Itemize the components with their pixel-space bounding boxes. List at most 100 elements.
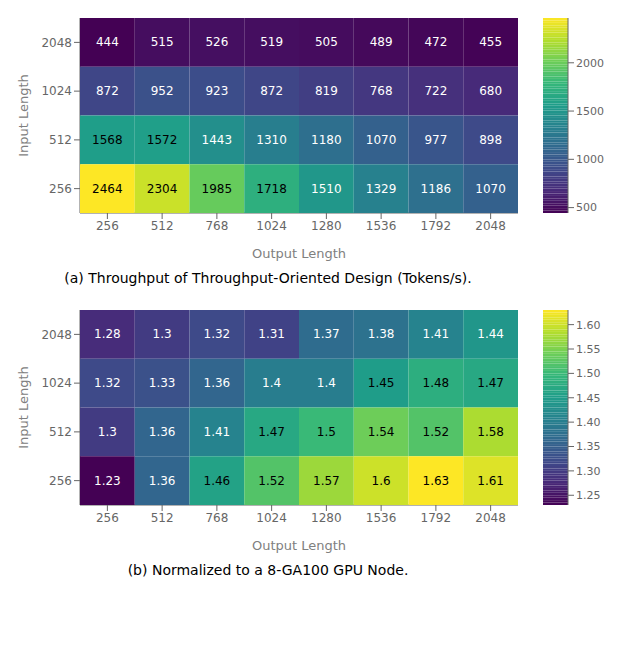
svg-text:1.3: 1.3: [98, 425, 117, 439]
svg-text:1.25: 1.25: [576, 489, 601, 502]
svg-text:819: 819: [315, 84, 338, 98]
svg-text:1.60: 1.60: [576, 319, 601, 332]
svg-text:1500: 1500: [576, 105, 604, 118]
svg-text:1985: 1985: [202, 182, 233, 196]
svg-text:1.28: 1.28: [94, 327, 121, 341]
svg-text:1.57: 1.57: [313, 474, 340, 488]
svg-text:1.35: 1.35: [576, 440, 601, 453]
svg-text:1070: 1070: [366, 133, 397, 147]
svg-text:512: 512: [151, 219, 174, 233]
svg-text:1536: 1536: [366, 511, 397, 525]
svg-text:1510: 1510: [311, 182, 342, 196]
svg-text:2048: 2048: [41, 328, 72, 342]
svg-text:722: 722: [424, 84, 447, 98]
svg-text:256: 256: [49, 182, 72, 196]
svg-text:1.38: 1.38: [368, 327, 395, 341]
svg-text:2304: 2304: [147, 182, 178, 196]
svg-text:455: 455: [479, 35, 502, 49]
svg-text:2048: 2048: [475, 219, 506, 233]
svg-text:1568: 1568: [92, 133, 123, 147]
svg-text:1.32: 1.32: [94, 376, 121, 390]
svg-text:1.54: 1.54: [368, 425, 395, 439]
svg-text:1.44: 1.44: [477, 327, 504, 341]
svg-text:1024: 1024: [256, 511, 287, 525]
svg-text:1.37: 1.37: [313, 327, 340, 341]
svg-text:1572: 1572: [147, 133, 178, 147]
svg-text:1.36: 1.36: [149, 425, 176, 439]
svg-text:1.48: 1.48: [423, 376, 450, 390]
svg-text:472: 472: [424, 35, 447, 49]
svg-text:1.32: 1.32: [204, 327, 231, 341]
svg-text:2464: 2464: [92, 182, 123, 196]
svg-text:1.45: 1.45: [368, 376, 395, 390]
svg-text:1.41: 1.41: [423, 327, 450, 341]
svg-text:898: 898: [479, 133, 502, 147]
svg-text:1.33: 1.33: [149, 376, 176, 390]
svg-text:1.23: 1.23: [94, 474, 121, 488]
svg-text:1.50: 1.50: [576, 367, 601, 380]
svg-text:952: 952: [151, 84, 174, 98]
svg-text:2048: 2048: [475, 511, 506, 525]
svg-text:1024: 1024: [256, 219, 287, 233]
svg-text:515: 515: [151, 35, 174, 49]
svg-text:923: 923: [205, 84, 228, 98]
svg-text:512: 512: [151, 511, 174, 525]
svg-text:1000: 1000: [576, 153, 604, 166]
svg-text:1.3: 1.3: [153, 327, 172, 341]
svg-text:1070: 1070: [475, 182, 506, 196]
svg-text:1.47: 1.47: [477, 376, 504, 390]
svg-text:444: 444: [96, 35, 119, 49]
svg-text:1.58: 1.58: [477, 425, 504, 439]
svg-text:1.40: 1.40: [576, 416, 601, 429]
svg-text:1180: 1180: [311, 133, 342, 147]
svg-text:1792: 1792: [421, 219, 452, 233]
svg-text:1792: 1792: [421, 511, 452, 525]
svg-text:256: 256: [49, 474, 72, 488]
svg-text:768: 768: [370, 84, 393, 98]
svg-text:1024: 1024: [41, 376, 72, 390]
svg-text:1.5: 1.5: [317, 425, 336, 439]
svg-text:1.55: 1.55: [576, 343, 601, 356]
svg-text:512: 512: [49, 425, 72, 439]
svg-text:256: 256: [96, 511, 119, 525]
svg-text:1.4: 1.4: [317, 376, 336, 390]
svg-text:1.36: 1.36: [149, 474, 176, 488]
svg-text:872: 872: [260, 84, 283, 98]
svg-text:1186: 1186: [421, 182, 452, 196]
svg-text:1024: 1024: [41, 84, 72, 98]
svg-text:1718: 1718: [256, 182, 287, 196]
svg-text:Input Length: Input Length: [16, 74, 31, 157]
svg-text:2048: 2048: [41, 36, 72, 50]
svg-text:Output Length: Output Length: [252, 538, 346, 553]
svg-text:1.61: 1.61: [477, 474, 504, 488]
svg-text:1.36: 1.36: [204, 376, 231, 390]
svg-text:526: 526: [205, 35, 228, 49]
svg-text:Input Length: Input Length: [16, 366, 31, 449]
svg-text:768: 768: [205, 511, 228, 525]
svg-text:680: 680: [479, 84, 502, 98]
svg-text:500: 500: [576, 201, 597, 214]
svg-text:1.6: 1.6: [372, 474, 391, 488]
svg-text:489: 489: [370, 35, 393, 49]
svg-text:872: 872: [96, 84, 119, 98]
svg-text:1.46: 1.46: [204, 474, 231, 488]
svg-text:1.30: 1.30: [576, 465, 601, 478]
svg-text:519: 519: [260, 35, 283, 49]
svg-text:1310: 1310: [256, 133, 287, 147]
svg-text:1.31: 1.31: [258, 327, 285, 341]
svg-text:1280: 1280: [311, 219, 342, 233]
svg-text:1.63: 1.63: [423, 474, 450, 488]
svg-text:1.52: 1.52: [423, 425, 450, 439]
svg-text:505: 505: [315, 35, 338, 49]
svg-text:977: 977: [424, 133, 447, 147]
svg-text:2000: 2000: [576, 57, 604, 70]
svg-text:1329: 1329: [366, 182, 397, 196]
svg-text:256: 256: [96, 219, 119, 233]
svg-text:1.41: 1.41: [204, 425, 231, 439]
svg-text:768: 768: [205, 219, 228, 233]
svg-text:1.45: 1.45: [576, 392, 601, 405]
svg-text:1536: 1536: [366, 219, 397, 233]
svg-text:1280: 1280: [311, 511, 342, 525]
svg-text:512: 512: [49, 133, 72, 147]
svg-text:1.52: 1.52: [258, 474, 285, 488]
